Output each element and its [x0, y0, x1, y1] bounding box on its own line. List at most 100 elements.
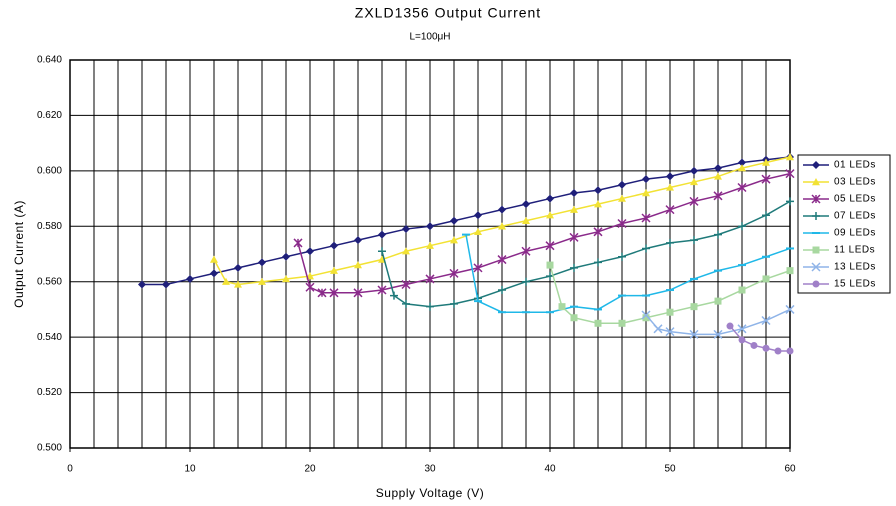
- marker: [426, 222, 434, 231]
- legend-label: 09 LEDs: [834, 228, 876, 239]
- marker-part: [738, 222, 746, 231]
- y-tick-label: 0.500: [37, 443, 62, 454]
- legend-label: 11 LEDs: [834, 245, 875, 256]
- marker: [618, 194, 626, 202]
- marker: [666, 308, 674, 316]
- marker-part: [570, 314, 578, 322]
- series-line: [142, 156, 791, 286]
- marker-part: [593, 227, 603, 237]
- marker-part: [713, 191, 723, 201]
- marker-part: [785, 304, 795, 314]
- marker: [402, 225, 410, 234]
- marker: [353, 288, 363, 298]
- marker-part: [762, 211, 770, 220]
- marker-part: [558, 303, 566, 311]
- marker: [666, 183, 674, 191]
- marker: [306, 247, 314, 256]
- marker: [569, 232, 579, 242]
- marker: [450, 216, 458, 225]
- marker: [785, 169, 795, 179]
- marker-part: [426, 302, 434, 311]
- marker: [762, 344, 770, 352]
- marker-part: [594, 200, 602, 208]
- marker: [546, 211, 554, 219]
- marker: [690, 177, 698, 186]
- marker-part: [594, 258, 602, 267]
- marker: [690, 303, 698, 311]
- marker: [546, 261, 554, 269]
- marker-part: [545, 241, 555, 251]
- marker-part: [222, 277, 230, 285]
- marker-part: [498, 222, 506, 230]
- marker: [750, 341, 758, 349]
- marker-part: [738, 336, 746, 344]
- marker: [811, 262, 821, 272]
- legend-label: 15 LEDs: [834, 279, 876, 290]
- marker: [689, 329, 699, 339]
- series-line: [645, 308, 791, 336]
- marker: [714, 230, 722, 239]
- marker-part: [570, 205, 578, 213]
- marker: [401, 279, 411, 290]
- marker: [305, 282, 315, 292]
- marker: [786, 267, 794, 275]
- plot-frame: [69, 59, 791, 449]
- marker: [714, 297, 722, 305]
- marker-part: [642, 244, 650, 253]
- marker-part: [642, 175, 650, 184]
- marker-part: [570, 263, 578, 272]
- marker: [594, 319, 602, 327]
- marker-part: [546, 211, 554, 219]
- marker: [354, 261, 362, 269]
- marker: [738, 222, 746, 231]
- marker-part: [402, 299, 410, 308]
- marker: [497, 255, 507, 265]
- marker-part: [786, 267, 794, 275]
- marker: [812, 161, 820, 169]
- marker-part: [354, 261, 362, 269]
- marker-part: [522, 200, 530, 209]
- marker-part: [762, 344, 770, 352]
- x-tick-label: 30: [424, 464, 436, 475]
- marker-part: [234, 263, 242, 272]
- marker-part: [330, 241, 338, 250]
- marker-part: [811, 262, 821, 272]
- marker: [812, 246, 820, 254]
- marker-part: [282, 274, 290, 283]
- marker: [812, 280, 820, 288]
- marker: [641, 310, 651, 320]
- marker-part: [690, 236, 698, 245]
- marker: [282, 274, 290, 283]
- marker-part: [726, 322, 734, 330]
- marker-part: [750, 341, 758, 349]
- marker-part: [546, 194, 554, 203]
- marker: [426, 302, 434, 311]
- marker-part: [812, 212, 820, 220]
- marker-part: [138, 280, 146, 289]
- marker: [450, 299, 458, 308]
- chart-subtitle: L=100μH: [409, 32, 450, 43]
- marker-part: [690, 303, 698, 311]
- marker-part: [641, 310, 651, 320]
- marker-part: [473, 263, 483, 273]
- marker-part: [450, 216, 458, 225]
- marker: [522, 277, 530, 286]
- marker-part: [258, 277, 266, 285]
- marker: [786, 347, 794, 355]
- marker: [593, 227, 603, 237]
- marker: [642, 244, 650, 253]
- marker-part: [737, 324, 747, 334]
- marker: [473, 263, 483, 273]
- chart-title: ZXLD1356 Output Current: [355, 5, 541, 21]
- marker: [786, 153, 794, 161]
- marker: [474, 211, 482, 220]
- marker-part: [449, 268, 459, 278]
- marker-part: [642, 189, 650, 197]
- marker: [762, 211, 770, 220]
- marker-part: [522, 216, 530, 224]
- marker-part: [522, 277, 530, 286]
- marker: [450, 236, 458, 244]
- marker: [737, 182, 747, 193]
- marker: [545, 241, 555, 251]
